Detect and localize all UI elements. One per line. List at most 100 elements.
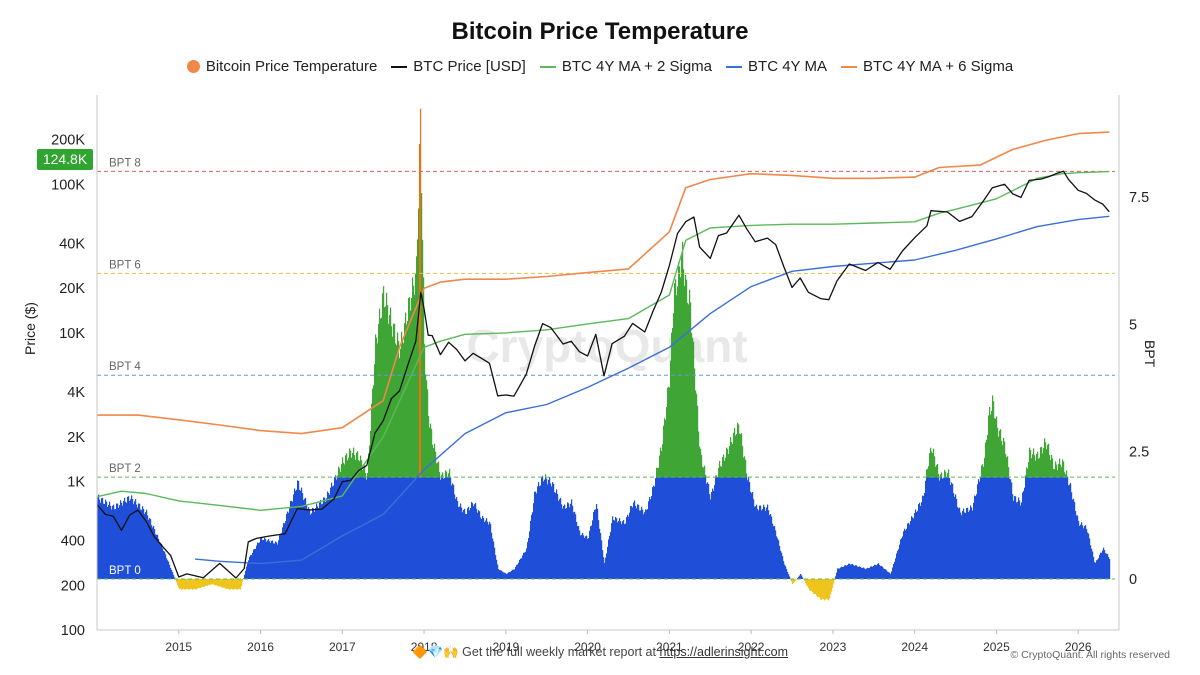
bpt-bar bbox=[273, 543, 275, 580]
bpt-bar bbox=[109, 501, 111, 580]
legend-dot-icon bbox=[186, 60, 200, 73]
bpt-bar bbox=[994, 418, 996, 478]
bpt-bar bbox=[626, 517, 628, 580]
bpt-bar bbox=[220, 579, 222, 587]
bpt-bar bbox=[735, 477, 737, 580]
bpt-bar bbox=[643, 514, 645, 580]
bpt-bar bbox=[391, 477, 393, 580]
bpt-bar bbox=[778, 540, 780, 580]
bpt-bar bbox=[351, 477, 353, 580]
bpt-bar bbox=[824, 579, 826, 601]
bpt-bar bbox=[544, 479, 546, 580]
bpt-bar bbox=[308, 507, 310, 580]
bpt-bar bbox=[743, 457, 745, 478]
bpt-bar bbox=[299, 489, 301, 580]
bpt-bar bbox=[492, 538, 494, 580]
bpt-bar bbox=[826, 579, 828, 599]
bpt-bar bbox=[675, 477, 677, 580]
bpt-bar bbox=[345, 477, 347, 580]
bpt-bar bbox=[1032, 477, 1034, 580]
bpt-bar bbox=[935, 466, 937, 478]
bpt-bar bbox=[657, 477, 659, 580]
bpt-bar bbox=[545, 477, 547, 580]
bpt-bar bbox=[548, 479, 550, 580]
bpt-bar bbox=[971, 507, 973, 580]
bpt-bar bbox=[721, 477, 723, 580]
bpt-bar bbox=[414, 294, 416, 478]
bpt-bar bbox=[981, 465, 983, 478]
bpt-bar bbox=[119, 505, 121, 580]
bpt-bar bbox=[384, 307, 386, 478]
bpt-bar bbox=[386, 477, 388, 580]
bpt-bar bbox=[659, 455, 661, 478]
bpt-bar bbox=[540, 485, 542, 580]
bpt-bar bbox=[691, 333, 693, 478]
bpt-bar bbox=[369, 477, 371, 580]
bpt-bar bbox=[647, 509, 649, 580]
bpt-bar bbox=[381, 477, 383, 580]
legend-item[interactable]: BTC 4Y MA + 6 Sigma bbox=[840, 58, 1013, 75]
bpt-bar bbox=[233, 579, 235, 590]
bpt-bar bbox=[702, 477, 704, 580]
bpt-bar bbox=[149, 518, 151, 580]
bpt-bar bbox=[609, 535, 611, 580]
legend-item[interactable]: BTC 4Y MA + 2 Sigma bbox=[539, 58, 712, 75]
bpt-bar bbox=[207, 579, 209, 586]
bpt-bar bbox=[200, 579, 202, 589]
bpt-bar bbox=[688, 304, 690, 478]
bpt-bar bbox=[534, 491, 536, 580]
bpt-bar bbox=[441, 477, 443, 580]
bpt-bar bbox=[352, 452, 354, 478]
bpt-bar bbox=[251, 555, 253, 580]
legend-item[interactable]: Bitcoin Price Temperature bbox=[186, 58, 378, 75]
bpt-bar bbox=[274, 543, 276, 580]
legend-item[interactable]: BTC Price [USD] bbox=[391, 58, 526, 75]
bpt-bar bbox=[801, 575, 803, 580]
bpt-bar bbox=[1074, 501, 1076, 580]
bpt-bar bbox=[316, 503, 318, 580]
bpt-bar bbox=[809, 579, 811, 591]
bpt-bar bbox=[583, 535, 585, 580]
bpt-bar bbox=[903, 531, 905, 580]
bpt-bar bbox=[1040, 477, 1042, 580]
bpt-level-lines: BPT 0 BPT 2 BPT 4 BPT 6 BPT 8 bbox=[97, 157, 1115, 580]
bpt-bar bbox=[507, 573, 509, 580]
legend-item[interactable]: BTC 4Y MA bbox=[726, 58, 827, 75]
bpt-bar bbox=[759, 505, 761, 580]
bpt-bar bbox=[407, 321, 409, 478]
bpt-bar bbox=[331, 482, 333, 580]
bpt-bar bbox=[374, 364, 376, 478]
bpt-bar bbox=[972, 510, 974, 580]
bpt-bar bbox=[627, 514, 629, 580]
bpt-bar bbox=[174, 577, 176, 580]
bpt-bar bbox=[271, 540, 273, 580]
bpt-bar bbox=[690, 477, 692, 580]
bpt-bar bbox=[650, 499, 652, 580]
y-right-tick-label: 7.5 bbox=[1129, 190, 1149, 206]
bpt-bar bbox=[324, 497, 326, 580]
bpt-bar bbox=[1056, 477, 1058, 580]
bpt-bar bbox=[101, 498, 103, 580]
bpt-bar bbox=[328, 493, 330, 580]
footer-link[interactable]: https://adlerinsight.com bbox=[659, 645, 789, 659]
bpt-bar bbox=[1037, 477, 1039, 580]
bpt-bar bbox=[580, 535, 582, 580]
bpt-bar bbox=[336, 479, 338, 580]
bpt-bar bbox=[252, 552, 254, 580]
bpt-bar bbox=[986, 477, 988, 580]
bpt-bar bbox=[678, 262, 680, 478]
bpt-bar bbox=[933, 448, 935, 478]
bpt-bar bbox=[808, 579, 810, 589]
legend-label: Bitcoin Price Temperature bbox=[205, 58, 378, 75]
bpt-bar bbox=[594, 509, 596, 580]
bpt-bar bbox=[967, 507, 969, 580]
bpt-bar bbox=[951, 482, 953, 580]
bpt-bar bbox=[313, 508, 315, 580]
bpt-bar bbox=[877, 563, 879, 580]
bpt-bar bbox=[476, 508, 478, 580]
bpt-bar bbox=[696, 477, 698, 580]
bpt-bar bbox=[148, 519, 150, 580]
bpt-bar bbox=[576, 521, 578, 580]
bpt-bar bbox=[1078, 520, 1080, 580]
bpt-bar bbox=[356, 452, 358, 478]
